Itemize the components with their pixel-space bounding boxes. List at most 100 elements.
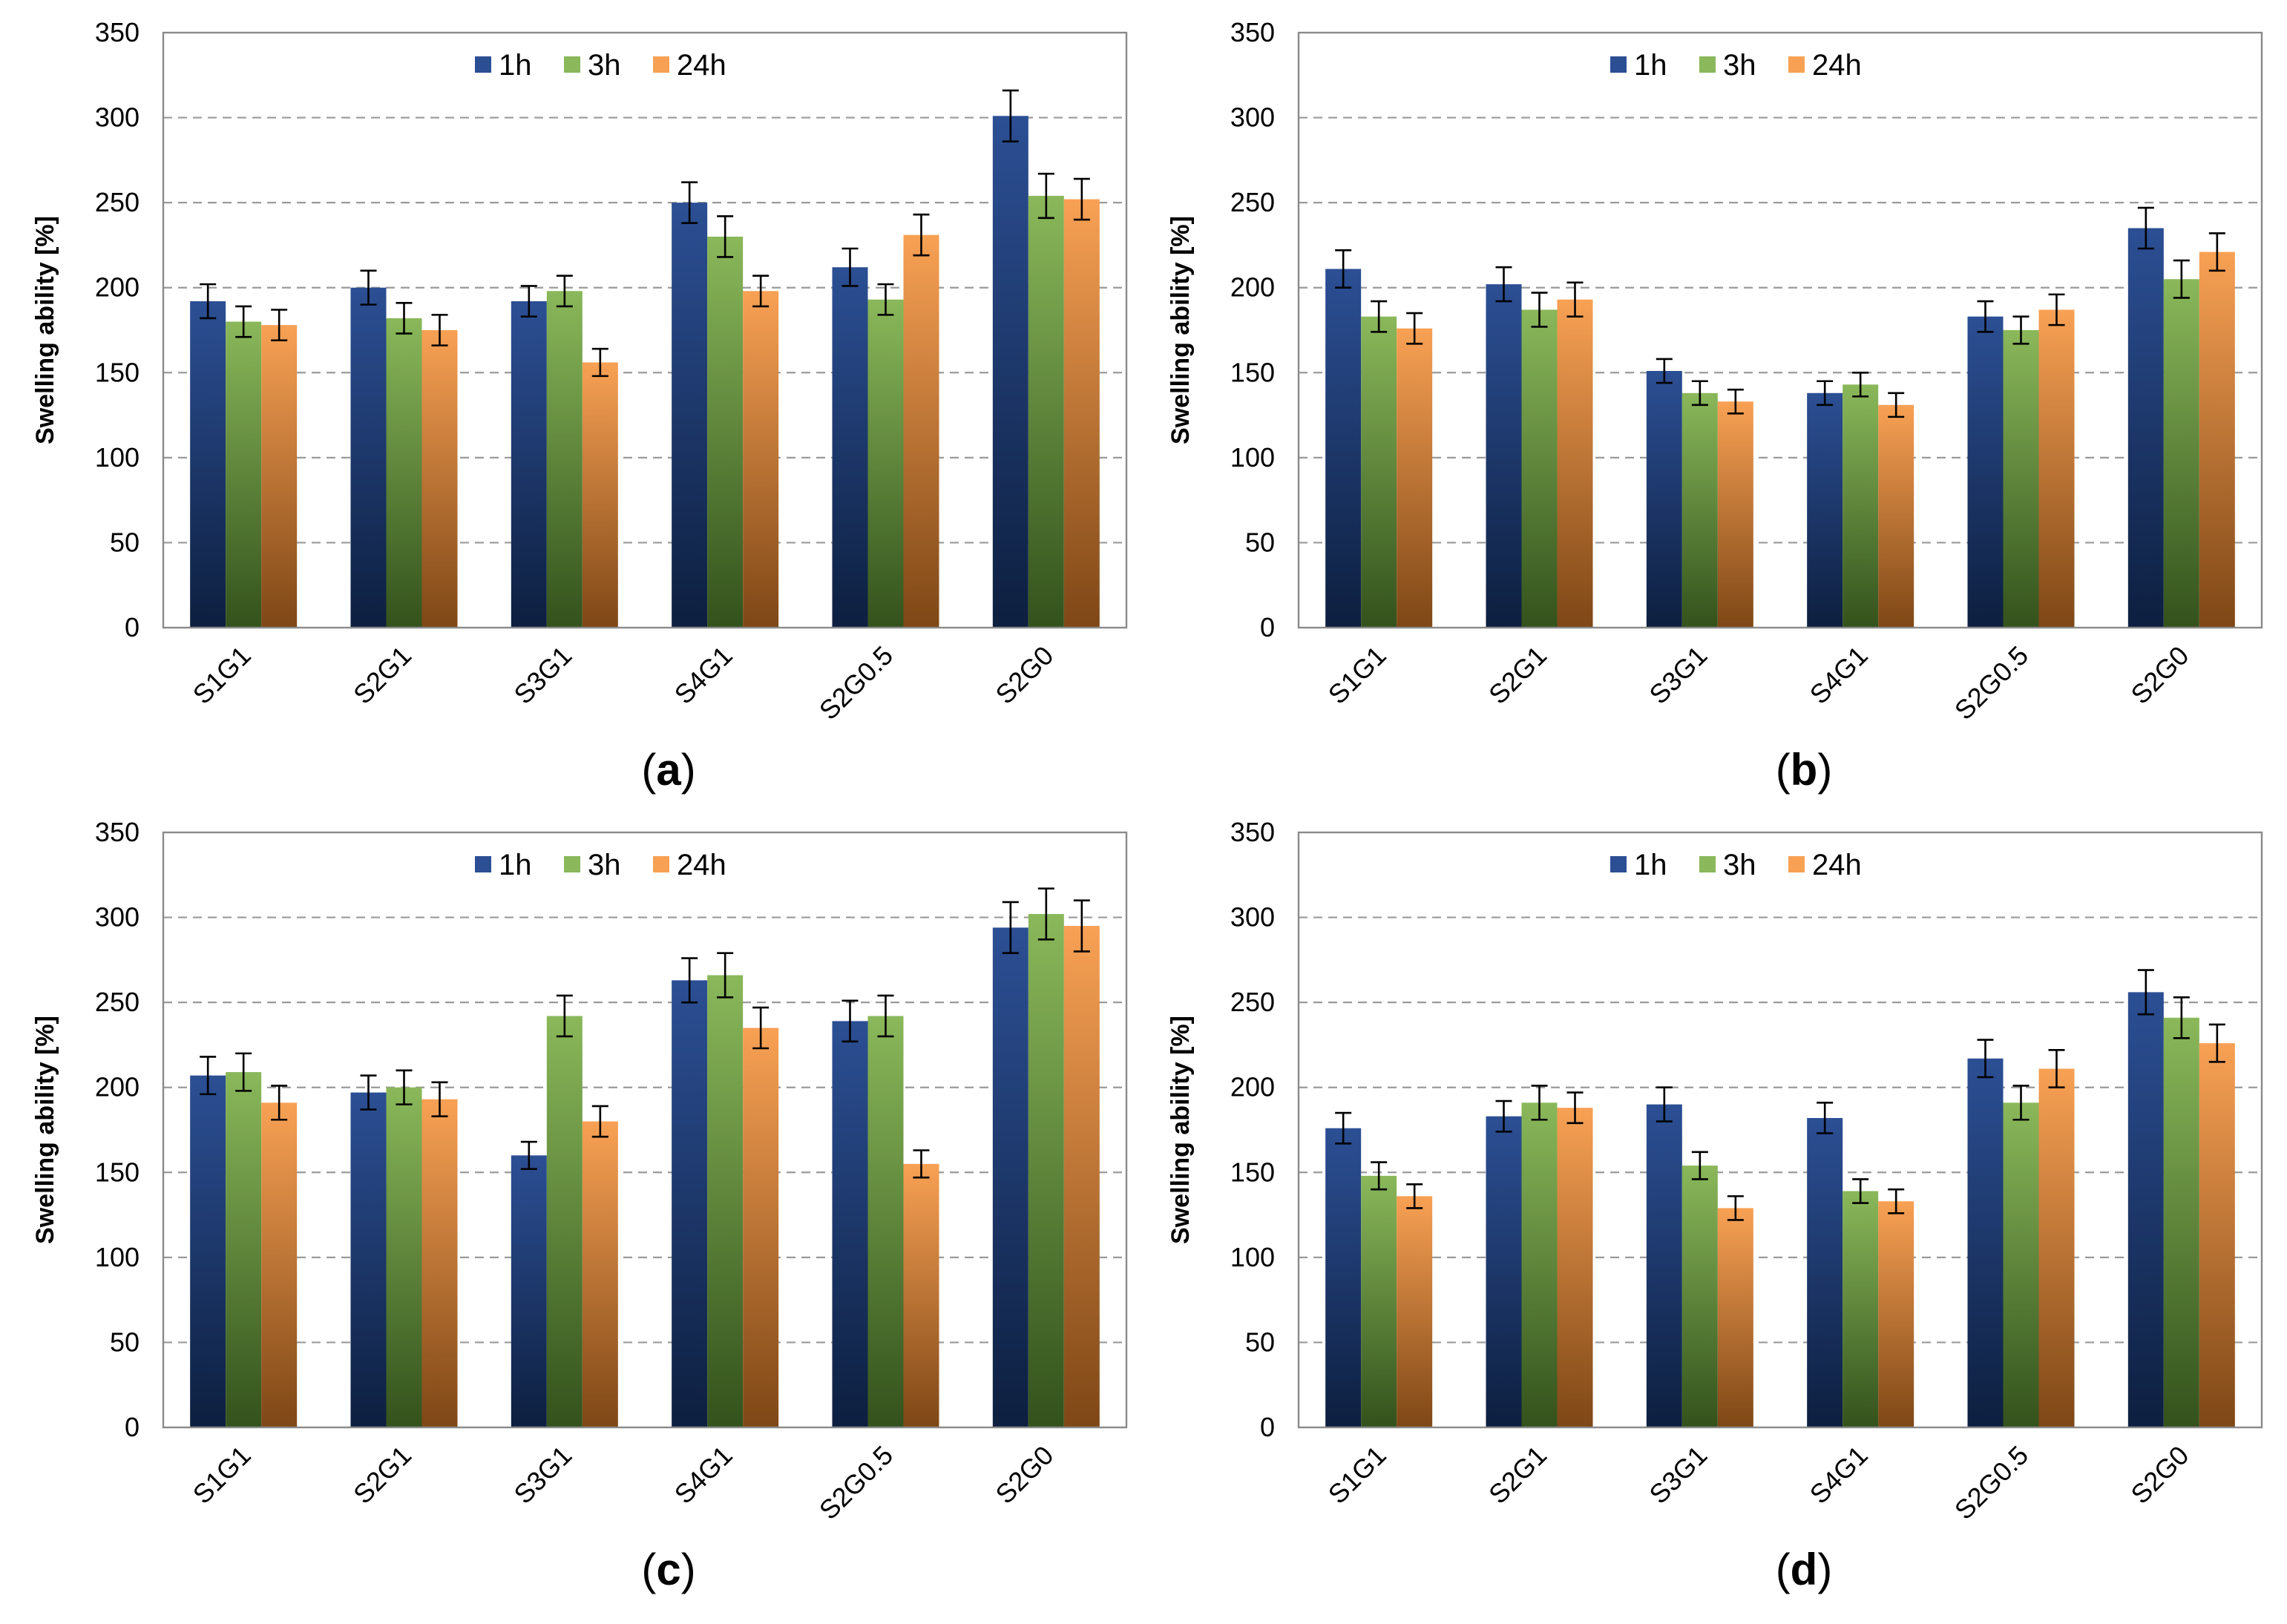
error-bar-S3G1-1h [1656,1086,1673,1122]
bar-S2G0.5-1h [832,267,868,628]
error-bar-S1G1-1h [1335,249,1352,289]
error-bar-S2G0.5-3h [2012,1085,2030,1121]
error-bar-S2G1-24h [431,1081,448,1117]
error-bar-S1G1-3h [235,305,252,338]
error-bar-S2G0.5-1h [841,247,859,287]
error-bar-S1G1-24h [1406,1183,1423,1209]
error-bar-S3G1-1h [520,1140,537,1171]
error-bar-S1G1-3h [1371,1161,1388,1191]
error-bar-S2G0-3h [2173,996,2190,1039]
bar-S4G1-3h [707,975,744,1427]
y-tick-label: 100 [95,442,140,473]
error-bar-S3G1-24h [1727,388,1744,415]
error-bar-S4G1-24h [752,1006,770,1050]
x-category-label: S2G0 [2124,1440,2194,1510]
bar-S2G0-1h [992,927,1028,1427]
x-category-label: S4G1 [1804,1440,1874,1510]
error-bar-S4G1-3h [1852,371,1869,398]
error-bar-S1G1-24h [271,309,288,342]
legend-swatch-3h [1699,56,1716,73]
y-tick-label: 350 [95,817,140,847]
y-tick-label: 200 [1230,272,1275,303]
error-bar-S3G1-3h [556,994,573,1038]
bar-S2G0-24h [2199,252,2235,628]
error-bar-S2G1-3h [1531,1085,1548,1121]
chart-panel-a: 0 50 100 150 200 250 300 350 S1G1 S2G1 S3G1 S4G1 S2G… [31,17,1128,795]
y-tick-label: 300 [95,102,140,133]
error-bar-S1G1-1h [1335,1111,1352,1145]
legend-swatch-24h [1788,856,1805,872]
legend-label-1h: 1h [499,849,532,881]
y-tick-label: 50 [1245,1327,1275,1357]
bar-S3G1-24h [1717,401,1753,628]
bar-S2G0.5-3h [2003,330,2039,628]
bar-S3G1-1h [1646,370,1682,628]
error-bar-S2G1-3h [1531,292,1548,328]
error-bar-S2G1-24h [1566,1091,1584,1125]
error-bar-S2G0.5-1h [1977,1039,1994,1079]
y-tick-label: 300 [1230,102,1275,133]
x-category-label: S2G1 [347,640,417,710]
plot-frame [1297,31,2263,629]
bar-S3G1-24h [1717,1208,1753,1427]
bar-S4G1-3h [1843,384,1879,628]
error-bar-S4G1-1h [1817,1102,1834,1134]
y-tick-label: 350 [95,17,140,47]
bar-S2G1-24h [421,1099,458,1427]
error-bar-S2G0.5-3h [877,283,894,316]
y-tick-label: 50 [110,527,140,557]
error-bar-S1G1-24h [271,1085,288,1121]
y-axis-label: Swelling ability [%] [31,1016,59,1244]
x-category-label: S2G1 [1483,640,1552,710]
y-tick-label: 250 [95,187,140,217]
bar-S1G1-1h [190,1075,226,1427]
bar-S3G1-1h [511,1155,547,1427]
plot-frame [1297,831,2263,1429]
bar-S2G0.5-24h [903,1163,939,1427]
legend-swatch-24h [653,856,669,872]
y-axis-label: Swelling ability [%] [31,216,59,444]
bar-S4G1-3h [1843,1191,1879,1427]
error-bar-S3G1-3h [1691,380,1708,407]
bar-S2G0-3h [1028,195,1064,628]
bar-S1G1-24h [261,325,298,628]
bar-S2G0-1h [2127,992,2164,1427]
error-bar-S1G1-1h [200,283,217,320]
error-bar-S2G0.5-3h [2012,315,2030,345]
bar-S2G0-3h [2163,1017,2199,1427]
x-category-label: S2G1 [1483,1440,1552,1510]
error-bar-S4G1-24h [1888,1188,1905,1214]
x-category-label: S2G0.5 [813,640,899,726]
bar-S2G1-1h [1486,284,1522,628]
error-bar-S2G0.5-24h [2048,1049,2065,1089]
bar-S3G1-24h [582,1121,618,1427]
bar-S2G0.5-24h [903,234,939,628]
error-bar-S2G0-24h [2208,1023,2225,1063]
error-bar-S2G0-1h [2137,206,2154,250]
error-bar-S3G1-3h [556,274,573,308]
error-bar-S2G1-1h [360,269,377,306]
error-bar-S1G1-1h [200,1056,217,1096]
x-category-label: S3G1 [508,1440,577,1510]
error-bar-S4G1-1h [1817,380,1834,407]
error-bar-S2G1-24h [1566,281,1584,318]
x-category-label: S1G1 [187,1440,257,1510]
y-tick-label: 0 [1260,1412,1275,1442]
y-tick-label: 150 [1230,1157,1275,1187]
legend-swatch-1h [1610,856,1627,872]
error-bar-S4G1-3h [1852,1178,1869,1204]
chart-panel-c: 0 50 100 150 200 250 300 350 S1G1 S2G1 S3G1 S4G1 S2G… [31,817,1128,1594]
y-tick-label: 0 [1260,612,1275,642]
error-bar-S2G0.5-1h [1977,300,1994,333]
y-tick-label: 350 [1230,17,1275,47]
bar-S1G1-1h [1325,269,1362,628]
legend-label-3h: 3h [1723,849,1756,881]
legend: 1h 3h 24h [475,49,726,82]
error-bar-S2G0-3h [1037,172,1054,220]
legend-swatch-1h [475,56,491,73]
bar-S2G0.5-3h [867,1016,904,1427]
bar-S1G1-24h [261,1102,298,1427]
bar-S3G1-1h [511,301,547,628]
y-tick-label: 250 [95,987,140,1017]
